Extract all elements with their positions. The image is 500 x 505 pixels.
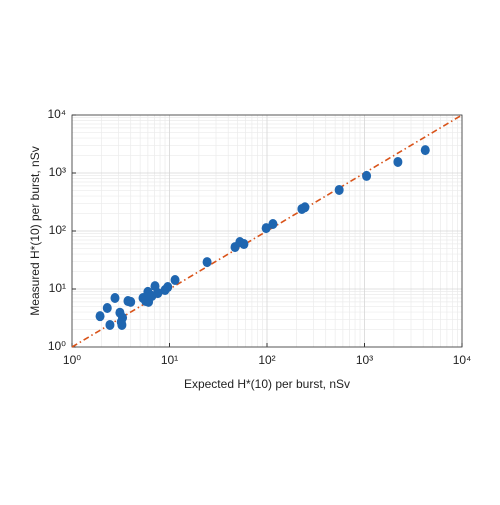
y-tick-label: 10⁰	[48, 339, 66, 353]
x-tick-label: 10³	[356, 353, 373, 367]
point	[261, 223, 271, 234]
point	[95, 311, 105, 322]
point	[102, 303, 112, 314]
point	[105, 319, 115, 330]
axes-box	[71, 114, 463, 348]
point	[300, 202, 310, 213]
point	[163, 282, 173, 293]
x-tick-label: 10¹	[161, 353, 178, 367]
point	[362, 170, 372, 181]
x-tick-label: 10⁰	[63, 353, 81, 367]
y-tick-label: 10³	[49, 165, 66, 179]
point	[393, 156, 403, 167]
point	[153, 288, 163, 299]
y-tick-label: 10¹	[49, 281, 66, 295]
x-tick-label: 10²	[258, 353, 275, 367]
point	[268, 219, 278, 230]
y-axis-label: Measured H*(10) per burst, nSv	[28, 146, 42, 315]
reference-line	[71, 114, 463, 348]
point	[126, 296, 136, 307]
y-tick-label: 10²	[49, 223, 66, 237]
point	[420, 145, 430, 156]
point	[334, 184, 344, 195]
y-tick-label: 10⁴	[47, 107, 66, 121]
point	[117, 319, 127, 330]
x-tick-label: 10⁴	[453, 353, 472, 367]
x-axis-label: Expected H*(10) per burst, nSv	[184, 377, 350, 391]
point	[202, 257, 212, 268]
point	[110, 292, 120, 303]
point	[170, 274, 180, 285]
point	[118, 312, 128, 323]
point	[239, 239, 249, 250]
